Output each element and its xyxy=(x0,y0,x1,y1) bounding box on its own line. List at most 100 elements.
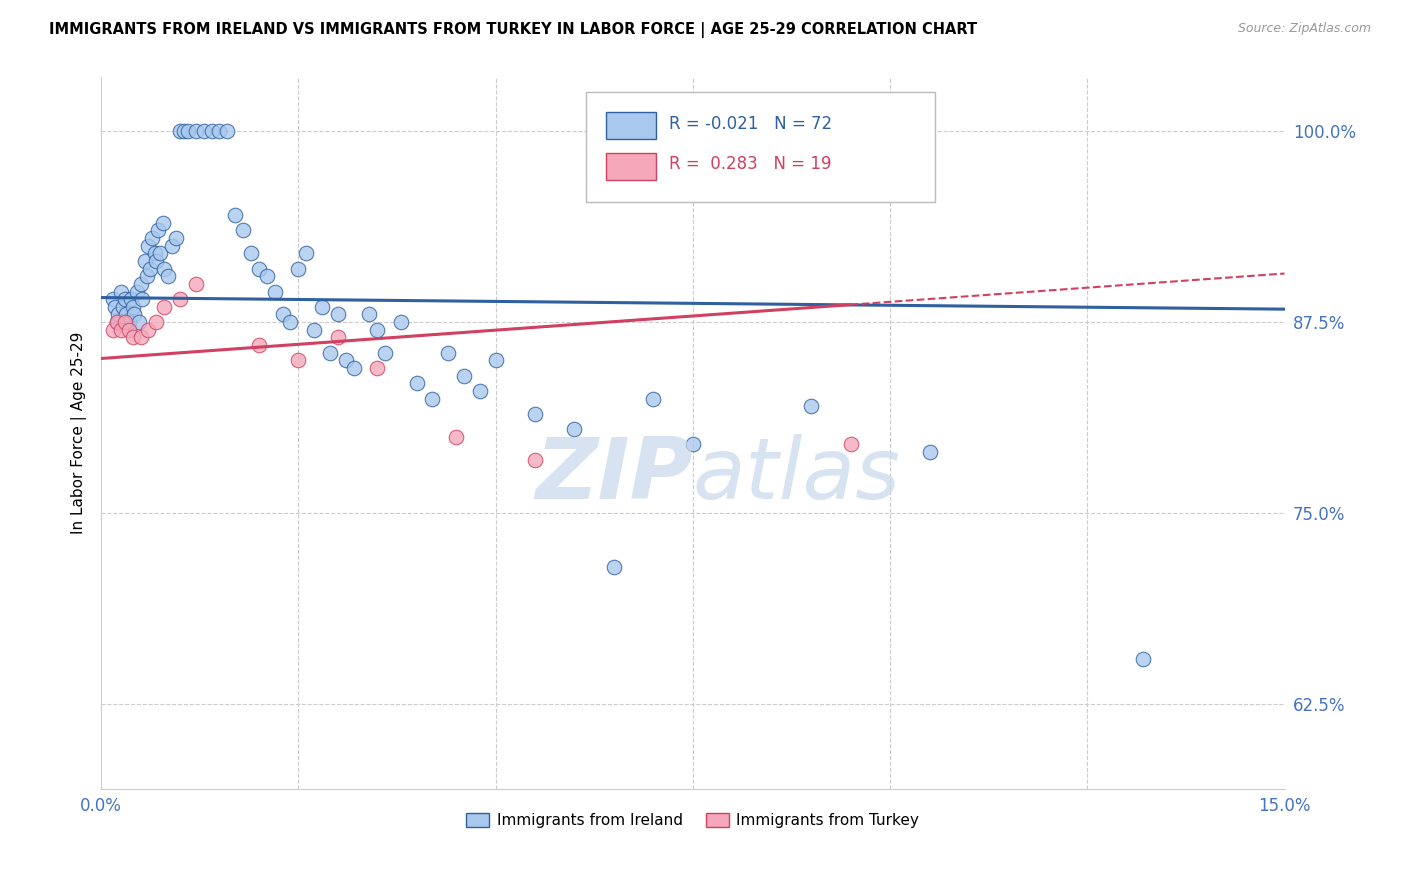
Point xyxy=(335,353,357,368)
Point xyxy=(128,315,150,329)
Point xyxy=(200,124,222,138)
Point xyxy=(256,269,278,284)
Point xyxy=(682,437,704,451)
Point xyxy=(177,124,200,138)
Text: R = -0.021   N = 72: R = -0.021 N = 72 xyxy=(669,115,832,133)
Point xyxy=(169,124,191,138)
Point xyxy=(918,445,941,459)
Point xyxy=(564,422,586,436)
Point xyxy=(247,338,270,352)
Point xyxy=(143,246,166,260)
Point xyxy=(208,124,231,138)
Point xyxy=(302,323,325,337)
Point xyxy=(374,345,396,359)
Point xyxy=(107,308,129,322)
Point xyxy=(359,308,381,322)
Text: atlas: atlas xyxy=(693,434,901,517)
Point xyxy=(138,323,160,337)
Point xyxy=(319,345,342,359)
Point xyxy=(389,315,412,329)
Text: IMMIGRANTS FROM IRELAND VS IMMIGRANTS FROM TURKEY IN LABOR FORCE | AGE 25-29 COR: IMMIGRANTS FROM IRELAND VS IMMIGRANTS FR… xyxy=(49,22,977,38)
Point xyxy=(240,246,263,260)
Point xyxy=(366,323,388,337)
Point xyxy=(153,261,176,276)
Point xyxy=(160,238,183,252)
Point xyxy=(326,330,349,344)
Point xyxy=(110,323,132,337)
Point xyxy=(101,292,124,306)
Point xyxy=(271,308,294,322)
Point xyxy=(184,124,207,138)
Point xyxy=(153,300,176,314)
Point xyxy=(122,308,145,322)
Point xyxy=(326,308,349,322)
Point xyxy=(524,407,547,421)
Point xyxy=(121,300,143,314)
Point xyxy=(800,399,823,413)
Point xyxy=(287,261,309,276)
Point xyxy=(145,254,167,268)
Point xyxy=(105,315,128,329)
Point xyxy=(224,208,246,222)
Point xyxy=(366,361,388,376)
Point xyxy=(121,330,143,344)
Point xyxy=(165,231,187,245)
Point xyxy=(131,292,153,306)
Point xyxy=(1132,651,1154,665)
Point xyxy=(643,392,665,406)
Point xyxy=(141,231,163,245)
Point xyxy=(118,323,141,337)
Point xyxy=(139,261,162,276)
Point xyxy=(169,292,191,306)
Point xyxy=(184,277,207,291)
Point xyxy=(232,223,254,237)
Text: R =  0.283   N = 19: R = 0.283 N = 19 xyxy=(669,155,832,173)
Point xyxy=(193,124,215,138)
FancyBboxPatch shape xyxy=(606,112,657,139)
Point xyxy=(405,376,427,391)
Point xyxy=(101,323,124,337)
Point xyxy=(134,254,156,268)
Point xyxy=(468,384,491,398)
Point xyxy=(138,238,160,252)
Text: Source: ZipAtlas.com: Source: ZipAtlas.com xyxy=(1237,22,1371,36)
Point xyxy=(105,315,128,329)
Point xyxy=(120,292,142,306)
Point xyxy=(110,285,132,299)
Point xyxy=(280,315,302,329)
Point xyxy=(437,345,460,359)
Point xyxy=(342,361,364,376)
Point xyxy=(524,452,547,467)
Point xyxy=(311,300,333,314)
Point xyxy=(295,246,318,260)
Point xyxy=(444,430,467,444)
Point xyxy=(146,223,169,237)
Point xyxy=(247,261,270,276)
Point xyxy=(263,285,285,299)
FancyBboxPatch shape xyxy=(606,153,657,180)
Point xyxy=(112,300,135,314)
Point xyxy=(129,330,152,344)
Point xyxy=(152,216,174,230)
Point xyxy=(118,315,141,329)
Point xyxy=(114,292,136,306)
Y-axis label: In Labor Force | Age 25-29: In Labor Force | Age 25-29 xyxy=(72,332,87,534)
Point xyxy=(603,559,626,574)
Point xyxy=(422,392,444,406)
Point xyxy=(217,124,239,138)
Point xyxy=(145,315,167,329)
Legend: Immigrants from Ireland, Immigrants from Turkey: Immigrants from Ireland, Immigrants from… xyxy=(460,807,925,834)
Point xyxy=(115,308,138,322)
Point xyxy=(157,269,180,284)
Point xyxy=(149,246,172,260)
Point xyxy=(484,353,506,368)
Text: ZIP: ZIP xyxy=(536,434,693,517)
Point xyxy=(129,277,152,291)
Point xyxy=(125,285,148,299)
Point xyxy=(839,437,862,451)
Point xyxy=(114,315,136,329)
Point xyxy=(173,124,195,138)
Point xyxy=(135,269,157,284)
Point xyxy=(104,300,127,314)
FancyBboxPatch shape xyxy=(586,92,935,202)
